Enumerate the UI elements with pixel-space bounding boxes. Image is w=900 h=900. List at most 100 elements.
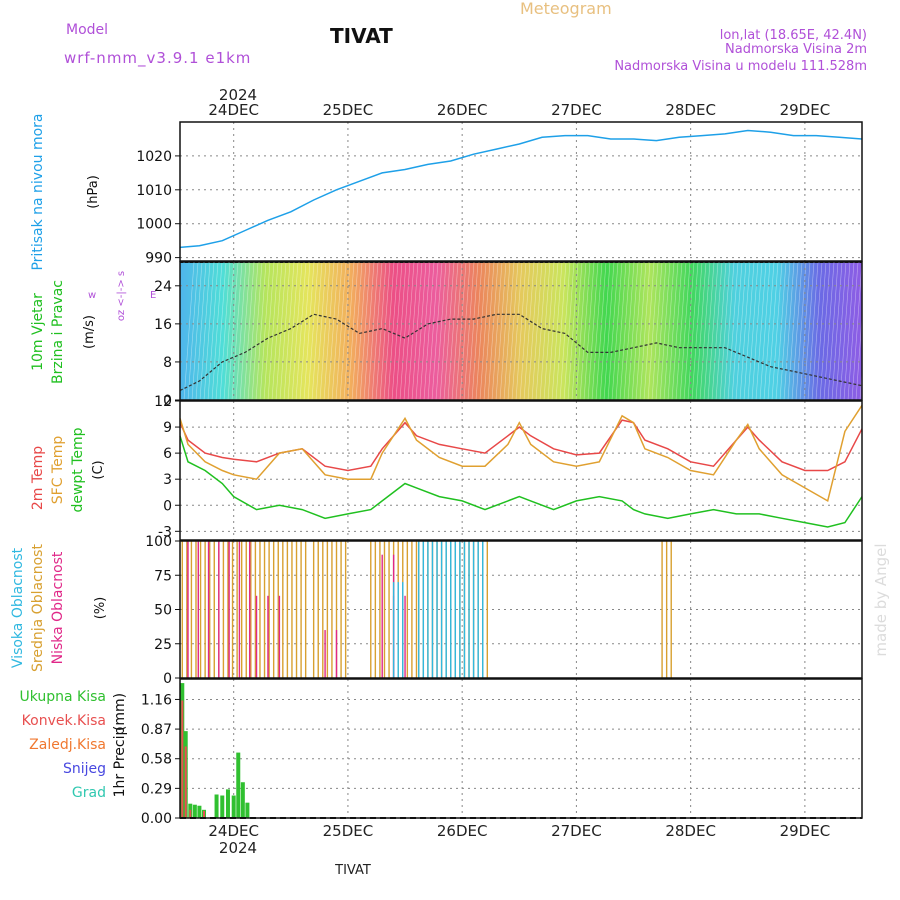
wind-barb-hatch bbox=[619, 261, 631, 401]
wind-barb-hatch bbox=[779, 261, 791, 401]
precip-bar bbox=[184, 746, 187, 818]
wind-barb-hatch bbox=[839, 261, 851, 401]
day-label-bottom: 25DEC bbox=[323, 822, 374, 840]
wind-barb-hatch bbox=[467, 261, 479, 401]
y-tick-label: 990 bbox=[145, 251, 172, 267]
wind-barb-hatch bbox=[747, 261, 759, 401]
cloud-axis-title: Visoka Oblacnost Srednja Oblacnost Niska… bbox=[10, 544, 108, 672]
wind-barb-hatch bbox=[211, 261, 223, 401]
wind-barb-hatch bbox=[759, 261, 771, 401]
precip-bar bbox=[192, 804, 197, 818]
wind-barb-hatch bbox=[439, 261, 451, 401]
wind-barb-hatch bbox=[855, 261, 867, 401]
wind-barb-hatch bbox=[799, 261, 811, 401]
wind-barb-hatch bbox=[771, 261, 783, 401]
day-label-bottom: 28DEC bbox=[665, 822, 716, 840]
precip-bar bbox=[197, 805, 202, 818]
wind-barb-hatch bbox=[543, 261, 555, 401]
precip-panel: 0.00 0.29 0.58 0.87 1.16 bbox=[141, 678, 863, 827]
y-tick-label: 0 bbox=[163, 671, 172, 687]
wind-barb-hatch bbox=[567, 261, 579, 401]
wind-barb-hatch bbox=[347, 261, 359, 401]
precip-bar bbox=[202, 810, 205, 818]
wind-barb-hatch bbox=[647, 261, 659, 401]
wind-barb-hatch bbox=[335, 261, 347, 401]
wind-barb-hatch bbox=[851, 261, 863, 401]
wind-barb-hatch bbox=[843, 261, 855, 401]
temp-title-4: (C) bbox=[91, 460, 106, 479]
wind-barb-hatch bbox=[823, 261, 835, 401]
wind-direction-w: w bbox=[88, 290, 96, 301]
y-tick-label: 9 bbox=[163, 420, 172, 436]
day-label-bottom: 26DEC bbox=[437, 822, 488, 840]
wind-barb-hatch bbox=[687, 261, 699, 401]
precip-bar bbox=[225, 789, 230, 818]
y-tick-label: 0.29 bbox=[141, 781, 172, 797]
legend-hail: Grad bbox=[72, 785, 106, 801]
wind-barb-hatch bbox=[351, 261, 363, 401]
wind-direction-key: z <-|-> s bbox=[116, 271, 127, 315]
wind-barb-hatch bbox=[739, 261, 751, 401]
wind-barb-hatch bbox=[639, 261, 651, 401]
wind-barb-hatch bbox=[727, 261, 739, 401]
series-line bbox=[179, 129, 863, 249]
wind-barb-hatch bbox=[271, 261, 283, 401]
wind-barb-hatch bbox=[299, 261, 311, 401]
wind-barb-hatch bbox=[635, 261, 647, 401]
wind-barb-hatch bbox=[459, 261, 471, 401]
y-tick-label: 0 bbox=[163, 393, 172, 409]
wind-barb-hatch bbox=[187, 261, 199, 401]
cloud-title-4: (%) bbox=[93, 597, 108, 620]
wind-barb-hatch bbox=[327, 261, 339, 401]
wind-barb-hatch bbox=[359, 261, 371, 401]
wind-barb-hatch bbox=[235, 261, 247, 401]
wind-barb-hatch bbox=[803, 261, 815, 401]
wind-barb-hatch bbox=[523, 261, 535, 401]
legend-snow: Snijeg bbox=[63, 761, 106, 777]
legend-freezing-rain: Zaledj.Kisa bbox=[29, 737, 106, 753]
wind-barb-hatch bbox=[595, 261, 607, 401]
precip-axis-title: 1hr Precip (mm) bbox=[112, 693, 128, 797]
wind-barb-hatch bbox=[583, 261, 595, 401]
wind-title-1: 10m Vjetar bbox=[30, 293, 46, 371]
wind-barb-hatch bbox=[183, 261, 195, 401]
wind-title-3: (m/s) bbox=[82, 315, 97, 349]
wind-barb-hatch bbox=[571, 261, 583, 401]
wind-barb-hatch bbox=[723, 261, 735, 401]
wind-barb-hatch bbox=[315, 261, 327, 401]
wind-barb-hatch bbox=[795, 261, 807, 401]
wind-barb-hatch bbox=[719, 261, 731, 401]
precip-bar bbox=[181, 700, 184, 818]
wind-barb-hatch bbox=[391, 261, 403, 401]
wind-barb-hatch bbox=[219, 261, 231, 401]
wind-barb-hatch bbox=[667, 261, 679, 401]
wind-barb-hatch bbox=[527, 261, 539, 401]
temperature-axis-title: 2m Temp SFC Temp dewpt Temp (C) bbox=[30, 427, 106, 512]
wind-barb-hatch bbox=[323, 261, 335, 401]
wind-barb-hatch bbox=[431, 261, 443, 401]
wind-barb-hatch bbox=[631, 261, 643, 401]
day-label-top: 26DEC bbox=[437, 101, 488, 119]
precip-legend: Ukupna Kisa Konvek.Kisa Zaledj.Kisa Snij… bbox=[19, 689, 106, 801]
temp-title-3: dewpt Temp bbox=[70, 427, 86, 512]
wind-barb-hatch bbox=[579, 261, 591, 401]
wind-barb-hatch bbox=[455, 261, 467, 401]
wind-barb-hatch bbox=[463, 261, 475, 401]
wind-barb-hatch bbox=[215, 261, 227, 401]
wind-barb-hatch bbox=[207, 261, 219, 401]
wind-barb-hatch bbox=[199, 261, 211, 401]
station-title: TIVAT bbox=[330, 24, 393, 48]
model-label: Model bbox=[66, 22, 108, 38]
wind-barb-hatch bbox=[415, 261, 427, 401]
wind-barb-hatch bbox=[691, 261, 703, 401]
year-label-bottom: 2024 bbox=[219, 839, 257, 857]
wind-barb-hatch bbox=[475, 261, 487, 401]
wind-barb-hatch bbox=[395, 261, 407, 401]
wind-barb-hatch bbox=[479, 261, 491, 401]
panel-frame bbox=[179, 540, 863, 679]
precip-bar bbox=[214, 794, 219, 818]
wind-barb-hatch bbox=[295, 261, 307, 401]
wind-barb-hatch bbox=[755, 261, 767, 401]
wind-barb-hatch bbox=[623, 261, 635, 401]
legend-convective-rain: Konvek.Kisa bbox=[22, 713, 106, 729]
